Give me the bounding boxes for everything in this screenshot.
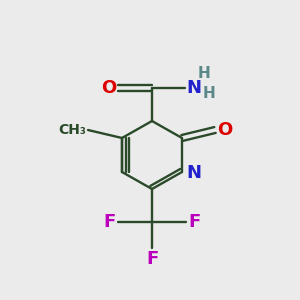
Text: N: N — [186, 79, 201, 97]
Text: H: H — [198, 67, 211, 82]
Text: CH₃: CH₃ — [58, 123, 86, 137]
Text: O: O — [101, 79, 116, 97]
Text: O: O — [217, 121, 232, 139]
Text: F: F — [146, 250, 158, 268]
Text: F: F — [188, 213, 200, 231]
Text: F: F — [104, 213, 116, 231]
Text: H: H — [203, 85, 216, 100]
Text: N: N — [186, 164, 201, 182]
